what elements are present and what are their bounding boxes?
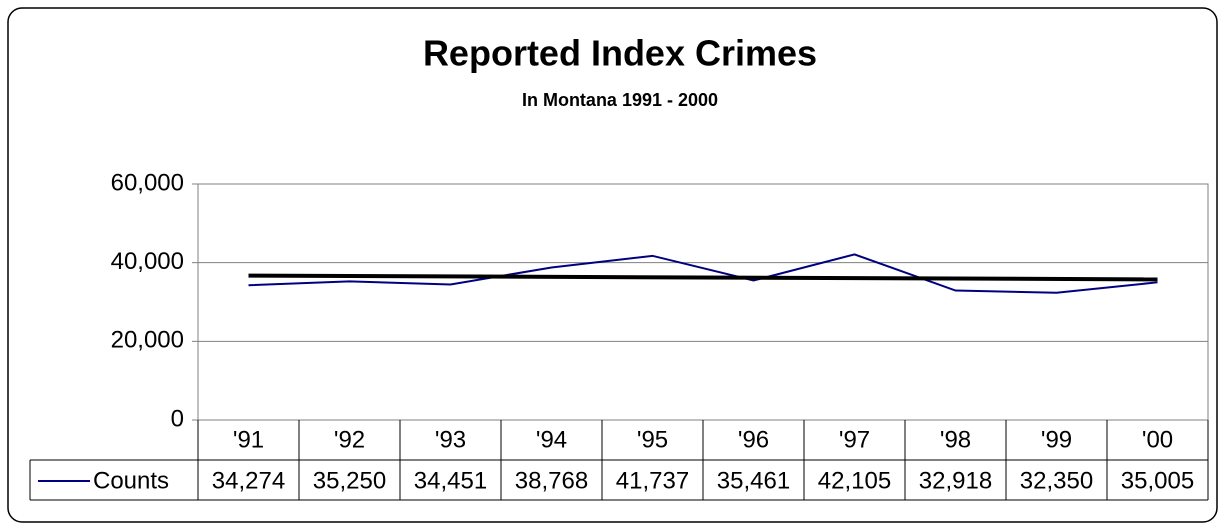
- series-line: [248, 253, 1158, 294]
- table-value: 42,105: [818, 467, 891, 494]
- x-tick-label: '96: [738, 426, 769, 453]
- legend-label: Counts: [93, 467, 169, 494]
- table-value: 35,461: [717, 467, 790, 494]
- y-tick-label: 40,000: [111, 248, 184, 275]
- x-tick-label: '98: [940, 426, 971, 453]
- table-value: 38,768: [515, 467, 588, 494]
- x-tick-label: '93: [435, 426, 466, 453]
- chart-title: Reported Index Crimes: [423, 33, 817, 74]
- table-value: 41,737: [616, 467, 689, 494]
- y-tick-label: 60,000: [111, 169, 184, 196]
- x-tick-label: '00: [1142, 426, 1173, 453]
- y-tick-label: 0: [171, 405, 184, 432]
- chart-subtitle: In Montana 1991 - 2000: [522, 90, 718, 110]
- x-tick-label: '99: [1041, 426, 1072, 453]
- x-tick-label: '91: [233, 426, 264, 453]
- table-value: 34,274: [212, 467, 285, 494]
- trendline: [248, 273, 1158, 282]
- x-tick-label: '92: [334, 426, 365, 453]
- plot-area: [197, 183, 1209, 421]
- table-value: 35,005: [1121, 467, 1194, 494]
- x-tick-label: '94: [536, 426, 567, 453]
- x-tick-label: '95: [637, 426, 668, 453]
- table-value: 35,250: [313, 467, 386, 494]
- table-value: 34,451: [414, 467, 487, 494]
- y-tick-label: 20,000: [111, 327, 184, 354]
- x-tick-label: '97: [839, 426, 870, 453]
- table-value: 32,918: [919, 467, 992, 494]
- table-value: 32,350: [1020, 467, 1093, 494]
